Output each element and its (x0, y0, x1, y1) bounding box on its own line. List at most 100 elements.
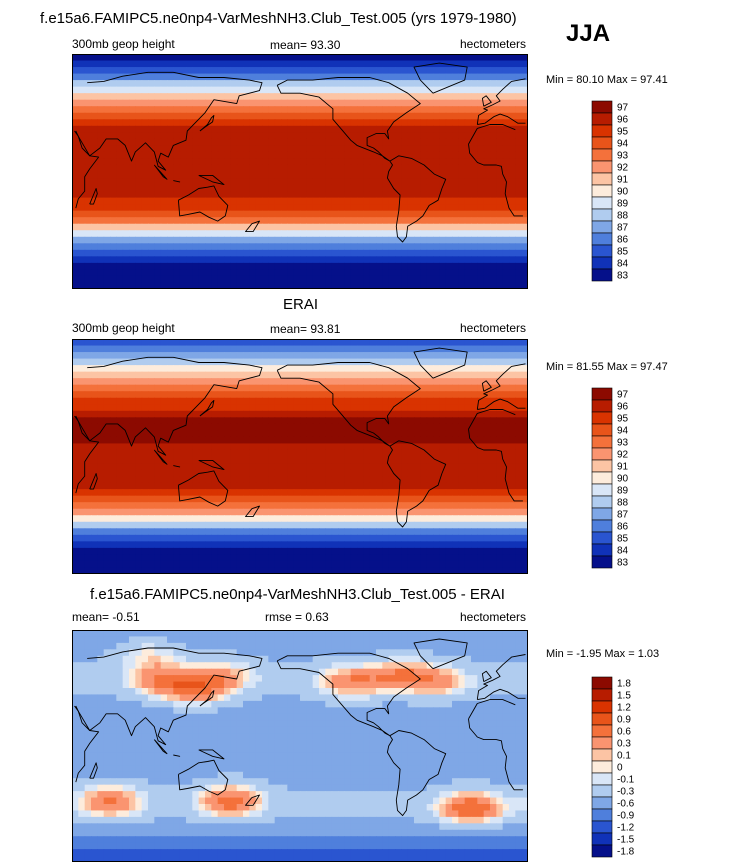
field-cell (357, 508, 364, 516)
field-cell (192, 417, 200, 425)
field-cell (141, 230, 149, 238)
field-cell (129, 132, 136, 140)
field-cell (97, 158, 105, 166)
field-cell (363, 67, 371, 75)
field-cell (211, 502, 219, 510)
field-cell (439, 345, 447, 353)
field-cell (319, 378, 326, 386)
field-cell (268, 151, 276, 160)
field-cell (262, 178, 269, 186)
field-cell (382, 191, 390, 199)
field-cell (211, 223, 219, 231)
field-cell (395, 171, 402, 179)
field-cell (439, 80, 447, 88)
field-cell (110, 521, 117, 529)
field-cell (192, 158, 200, 166)
field-cell (186, 112, 193, 120)
field-cell (452, 99, 459, 107)
field-cell (205, 132, 212, 140)
field-cell (230, 515, 238, 523)
field-cell (509, 515, 516, 523)
field-cell (388, 262, 396, 271)
field-cell (464, 132, 472, 140)
field-cell (445, 502, 453, 510)
field-cell (154, 262, 162, 271)
field-cell (122, 204, 130, 212)
field-cell (192, 204, 200, 212)
field-cell (464, 449, 472, 458)
field-cell (249, 145, 257, 153)
field-cell (186, 67, 193, 75)
field-cell (319, 489, 326, 497)
field-cell (160, 138, 168, 146)
field-cell (395, 443, 402, 451)
field-cell (502, 352, 510, 360)
field-cell (312, 508, 320, 516)
field-cell (217, 132, 225, 140)
field-cell (230, 469, 238, 477)
field-cell (464, 534, 472, 542)
field-cell (426, 443, 434, 451)
field-cell (515, 86, 523, 94)
field-cell (262, 521, 269, 529)
field-cell (84, 528, 92, 536)
field-cell (148, 99, 155, 107)
field-cell (401, 378, 409, 386)
field-cell (255, 151, 263, 160)
field-cell (401, 217, 409, 225)
field-cell (281, 469, 288, 477)
field-cell (300, 210, 307, 218)
field-cell (173, 269, 181, 277)
field-cell (224, 80, 231, 88)
field-cell (274, 106, 282, 114)
field-cell (198, 282, 206, 289)
field-cell (477, 436, 485, 445)
field-cell (141, 262, 149, 271)
field-cell (395, 528, 402, 536)
field-cell (338, 106, 345, 114)
field-cell (395, 67, 402, 75)
field-cell (268, 384, 276, 392)
field-cell (382, 430, 390, 438)
field-cell (376, 112, 383, 120)
field-cell (154, 145, 162, 153)
field-cell (211, 423, 219, 431)
field-cell (483, 256, 491, 264)
field-cell (312, 397, 320, 405)
field-cell (490, 223, 497, 231)
field-cell (496, 410, 504, 418)
field-cell (401, 132, 409, 140)
field-cell (91, 151, 98, 160)
field-cell (255, 521, 263, 529)
field-cell (287, 365, 295, 373)
field-cell (319, 384, 326, 392)
field-cell (509, 352, 516, 360)
field-cell (236, 275, 244, 284)
field-cell (515, 378, 523, 386)
field-cell (97, 262, 105, 271)
field-cell (103, 515, 111, 523)
field-cell (148, 397, 155, 405)
field-cell (521, 145, 528, 153)
field-cell (167, 371, 174, 379)
field-cell (205, 502, 212, 510)
field-cell (445, 204, 453, 212)
field-cell (274, 184, 282, 192)
field-cell (433, 230, 440, 238)
field-cell (78, 171, 86, 179)
field-cell (357, 521, 364, 529)
field-cell (274, 158, 282, 166)
field-cell (122, 404, 130, 412)
field-cell (249, 528, 257, 536)
field-cell (319, 365, 326, 373)
field-cell (338, 178, 345, 186)
field-cell (458, 371, 466, 379)
field-cell (521, 417, 528, 425)
field-cell (78, 534, 86, 542)
field-cell (110, 482, 117, 490)
field-cell (268, 482, 276, 490)
field-cell (483, 456, 491, 464)
field-cell (521, 158, 528, 166)
field-cell (249, 197, 257, 205)
field-cell (179, 158, 187, 166)
